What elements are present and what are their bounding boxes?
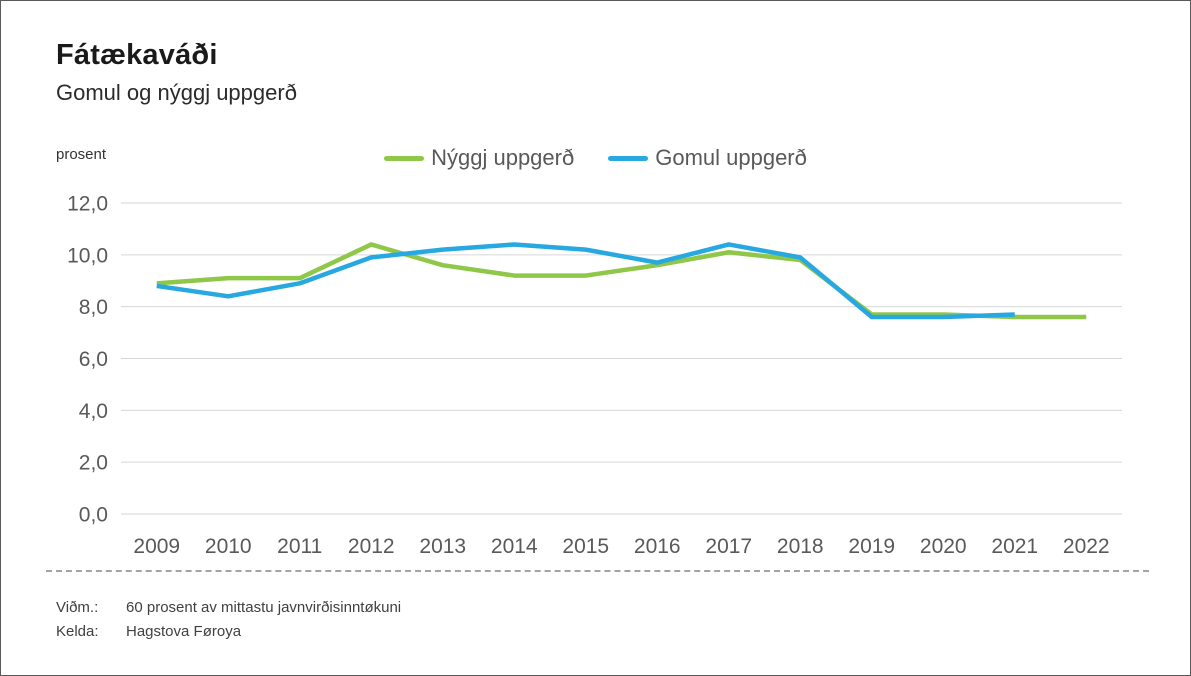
x-tick-label: 2011 [277, 535, 322, 558]
x-tick-label: 2018 [777, 535, 824, 558]
y-tick-label: 2,0 [79, 452, 108, 475]
x-tick-label: 2010 [205, 535, 252, 558]
chart-title: Fátækaváði [56, 39, 218, 71]
legend-line-swatch-blue-icon [608, 155, 649, 161]
legend-label: Gomul uppgerð [655, 145, 807, 170]
footnote-kelda-text: Hagstova Føroya [126, 623, 242, 640]
y-tick-label: 10,0 [67, 244, 108, 267]
y-tick-label: 0,0 [79, 504, 108, 527]
footnote-row-kelda: Kelda: Hagstova Føroya [56, 620, 401, 644]
y-tick-label: 6,0 [79, 348, 108, 371]
x-tick-label: 2020 [920, 535, 967, 558]
legend-label: Nýggj uppgerð [431, 145, 575, 170]
x-tick-label: 2009 [133, 535, 180, 558]
legend-item-nyggj-uppgerd[interactable]: Nýggj uppgerð [384, 145, 574, 171]
footnote-row-vidm: Viðm.: 60 prosent av mittastu javnvirðis… [56, 596, 401, 620]
footnote-vidm-label: Viðm.: [56, 599, 99, 616]
footnotes: Viðm.: 60 prosent av mittastu javnvirðis… [56, 596, 401, 644]
x-tick-label: 2016 [634, 535, 681, 558]
series-line-gomul-uppgerd [156, 242, 1015, 320]
x-tick-label: 2019 [848, 535, 895, 558]
x-tick-label: 2013 [419, 535, 466, 558]
footnote-vidm-text: 60 prosent av mittastu javnvirðisinntøku… [126, 599, 402, 616]
legend-line-swatch-green-icon [384, 155, 425, 161]
x-tick-label: 2021 [991, 535, 1038, 558]
chart-subtitle: Gomul og nýggj uppgerð [56, 80, 297, 105]
x-tick-label: 2022 [1063, 535, 1110, 558]
x-tick-label: 2014 [491, 535, 538, 558]
x-tick-label: 2015 [562, 535, 609, 558]
y-tick-label: 12,0 [67, 193, 108, 216]
x-tick-label: 2017 [705, 535, 752, 558]
legend: Nýggj uppgerð Gomul uppgerð [1, 145, 1190, 171]
y-axis-unit-label: prosent [56, 146, 107, 163]
x-tick-label: 2012 [348, 535, 395, 558]
footnote-divider [46, 570, 1149, 572]
y-tick-label: 8,0 [79, 296, 108, 319]
legend-item-gomul-uppgerd[interactable]: Gomul uppgerð [608, 145, 807, 171]
footnote-kelda-label: Kelda: [56, 623, 99, 640]
series-line-nyggj-uppgerd [156, 242, 1087, 320]
y-tick-label: 4,0 [79, 400, 108, 423]
